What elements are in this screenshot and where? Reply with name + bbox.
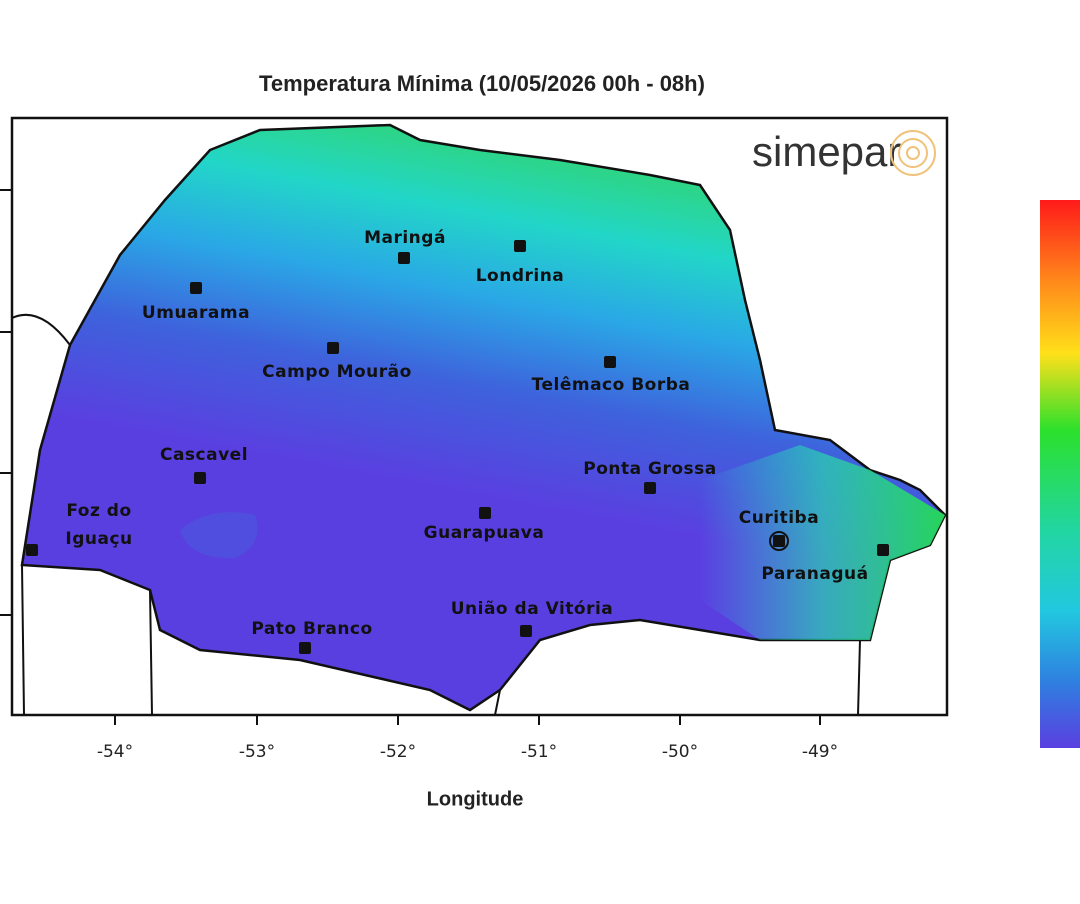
city-dot — [644, 482, 656, 494]
x-axis-label: Longitude — [427, 788, 524, 810]
coast-shading — [700, 445, 945, 640]
y-tick-marks — [0, 189, 12, 616]
map-title: Temperatura Mínima (10/05/2026 00h - 08h… — [259, 71, 705, 96]
city-dot — [479, 507, 491, 519]
x-tick-label: -50° — [662, 742, 698, 762]
city-dot — [514, 240, 526, 252]
city-dot — [299, 642, 311, 654]
city-label: Foz do — [66, 501, 131, 521]
x-tick-label: -53° — [239, 742, 275, 762]
city-dot — [398, 252, 410, 264]
city-dot — [26, 544, 38, 556]
city-dot — [877, 544, 889, 556]
city-label: Maringá — [364, 228, 446, 248]
city-label: União da Vitória — [451, 599, 614, 619]
cold-pocket — [180, 512, 258, 559]
map-area — [12, 123, 947, 715]
x-tick-label: -49° — [802, 742, 838, 762]
logo: simepar — [752, 128, 901, 175]
x-tick-label: -52° — [380, 742, 416, 762]
city-dot — [520, 625, 532, 637]
city-label: Iguaçu — [65, 529, 132, 549]
city-dot — [194, 472, 206, 484]
city-dot — [327, 342, 339, 354]
city-label: Cascavel — [160, 445, 248, 465]
x-tick-label: -51° — [521, 742, 557, 762]
x-tick-label: -54° — [97, 742, 133, 762]
city-label: Paranaguá — [761, 564, 868, 584]
city-dot — [190, 282, 202, 294]
border-line — [21, 564, 861, 715]
city-label: Guarapuava — [424, 523, 545, 543]
city-dot — [604, 356, 616, 368]
city-label: Ponta Grossa — [583, 459, 716, 479]
city-label: Pato Branco — [251, 619, 372, 639]
border-line — [12, 313, 71, 346]
city-label: Telêmaco Borba — [532, 375, 691, 395]
color-scale — [1040, 200, 1080, 748]
overlay: -54° -53° -52° -51° -50° -49° Maringá Londrina U… — [26, 228, 889, 762]
logo-mark — [890, 130, 936, 176]
city-label: Londrina — [476, 266, 565, 286]
city-label: Umuarama — [142, 303, 250, 323]
city-ring — [769, 531, 789, 551]
city-label: Curitiba — [739, 508, 819, 528]
city-label: Campo Mourão — [262, 362, 412, 382]
city-dot — [773, 535, 785, 547]
map-frame — [10, 116, 949, 717]
